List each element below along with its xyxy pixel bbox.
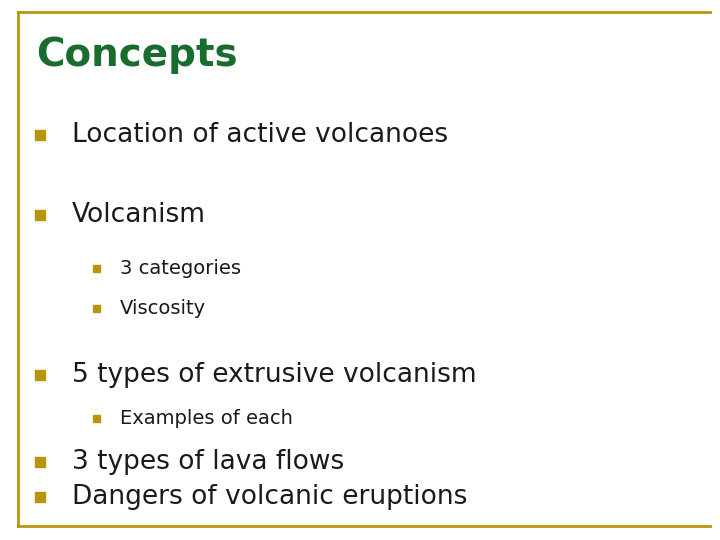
Text: 3 types of lava flows: 3 types of lava flows: [72, 449, 344, 475]
Bar: [35, 492, 45, 502]
Text: Viscosity: Viscosity: [120, 299, 206, 318]
Text: Dangers of volcanic eruptions: Dangers of volcanic eruptions: [72, 484, 467, 510]
Bar: [92, 415, 99, 422]
Bar: [35, 457, 45, 467]
Text: 5 types of extrusive volcanism: 5 types of extrusive volcanism: [72, 362, 477, 388]
Text: Volcanism: Volcanism: [72, 202, 206, 228]
Bar: [35, 370, 45, 380]
Text: Location of active volcanoes: Location of active volcanoes: [72, 122, 448, 148]
Bar: [92, 305, 99, 312]
Text: Concepts: Concepts: [36, 36, 238, 74]
Bar: [92, 265, 99, 272]
Text: Examples of each: Examples of each: [120, 408, 293, 428]
Bar: [35, 130, 45, 140]
Bar: [35, 210, 45, 220]
Text: 3 categories: 3 categories: [120, 259, 241, 278]
